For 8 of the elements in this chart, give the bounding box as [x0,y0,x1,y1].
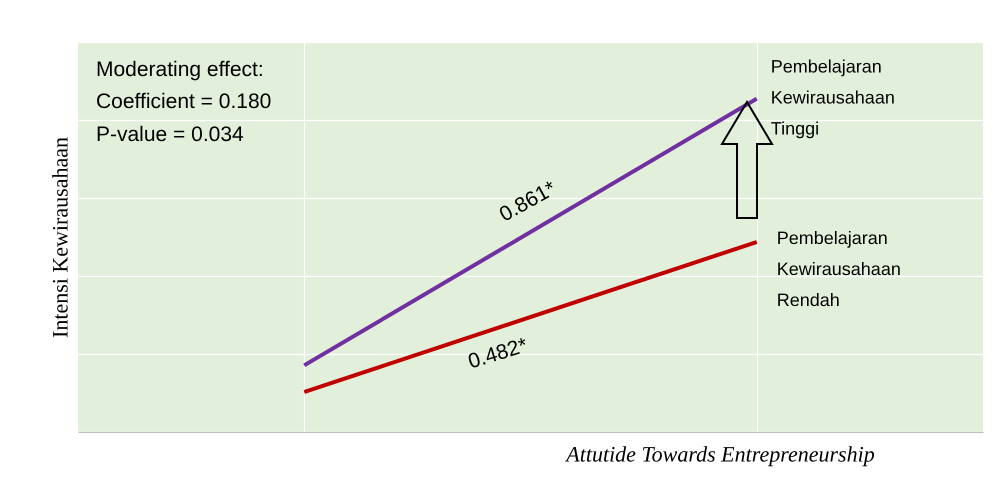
series-label: Pembelajaran Kewirausahaan Rendah [776,228,901,310]
series-label: Pembelajaran Kewirausahaan Tinggi [770,56,895,139]
text: Moderating effect: [96,58,264,81]
x-axis-title: Attutide Towards Entrepreneurship [564,442,875,466]
annotation: 0.482* [465,334,530,374]
annotation: P-value = 0.034 [96,123,244,146]
annotation: Coefficient = 0.180 [96,90,272,113]
y-axis-title: Intensi Kewirausahaan [48,137,72,338]
